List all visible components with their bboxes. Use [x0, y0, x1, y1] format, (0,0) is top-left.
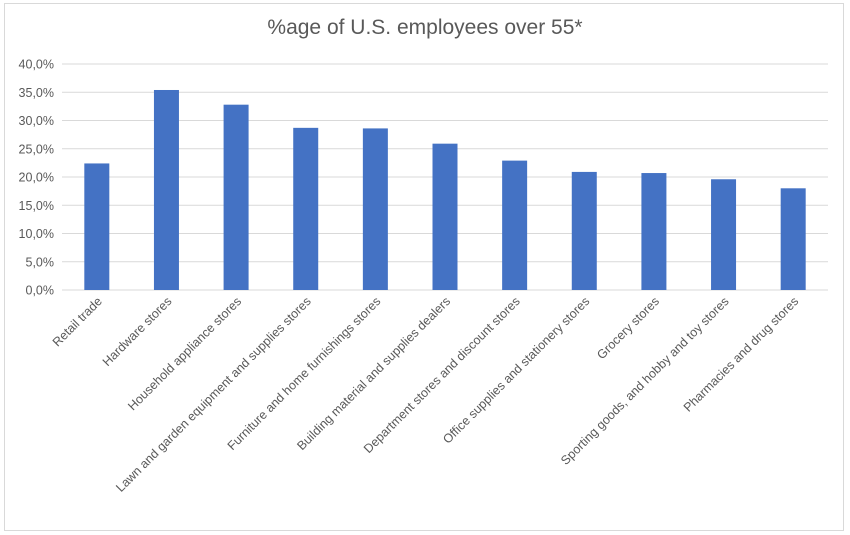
- bar: [432, 143, 458, 290]
- bar: [153, 89, 179, 291]
- x-category-label: Department stores and discount stores: [361, 294, 523, 456]
- bar: [571, 171, 597, 290]
- y-tick-label: 30,0%: [19, 114, 54, 128]
- x-category-label: Building material and supplies dealers: [294, 294, 453, 453]
- x-category-label: Furniture and home furnishings stores: [225, 294, 384, 453]
- bar: [362, 128, 388, 290]
- bar: [711, 179, 737, 290]
- chart-frame: [4, 3, 844, 531]
- y-tick-label: 40,0%: [19, 58, 54, 72]
- x-category-label: Household appliance stores: [125, 294, 244, 413]
- y-tick-label: 0,0%: [26, 284, 55, 298]
- x-category-label: Grocery stores: [594, 294, 662, 362]
- y-tick-label: 25,0%: [19, 142, 54, 156]
- y-tick-label: 15,0%: [19, 199, 54, 213]
- chart-title: %age of U.S. employees over 55*: [267, 16, 583, 39]
- bar: [293, 127, 319, 290]
- bars: [84, 89, 806, 291]
- y-tick-label: 20,0%: [19, 171, 54, 185]
- x-category-label: Office supplies and stationery stores: [440, 294, 592, 446]
- bar: [641, 173, 667, 290]
- x-category-label: Hardware stores: [100, 294, 175, 369]
- y-axis-ticks: 0,0% 5,0% 10,0% 15,0% 20,0% 25,0% 30,0% 35,0% 40…: [19, 58, 54, 298]
- y-tick-label: 5,0%: [26, 255, 55, 269]
- x-category-label: Pharmacies and drug stores: [681, 294, 801, 414]
- bar: [84, 163, 110, 290]
- y-tick-label: 10,0%: [19, 227, 54, 241]
- bar: [502, 160, 528, 290]
- bar: [223, 104, 249, 291]
- x-category-label: Retail trade: [50, 294, 105, 349]
- bar: [780, 188, 806, 290]
- y-tick-label: 35,0%: [19, 86, 54, 100]
